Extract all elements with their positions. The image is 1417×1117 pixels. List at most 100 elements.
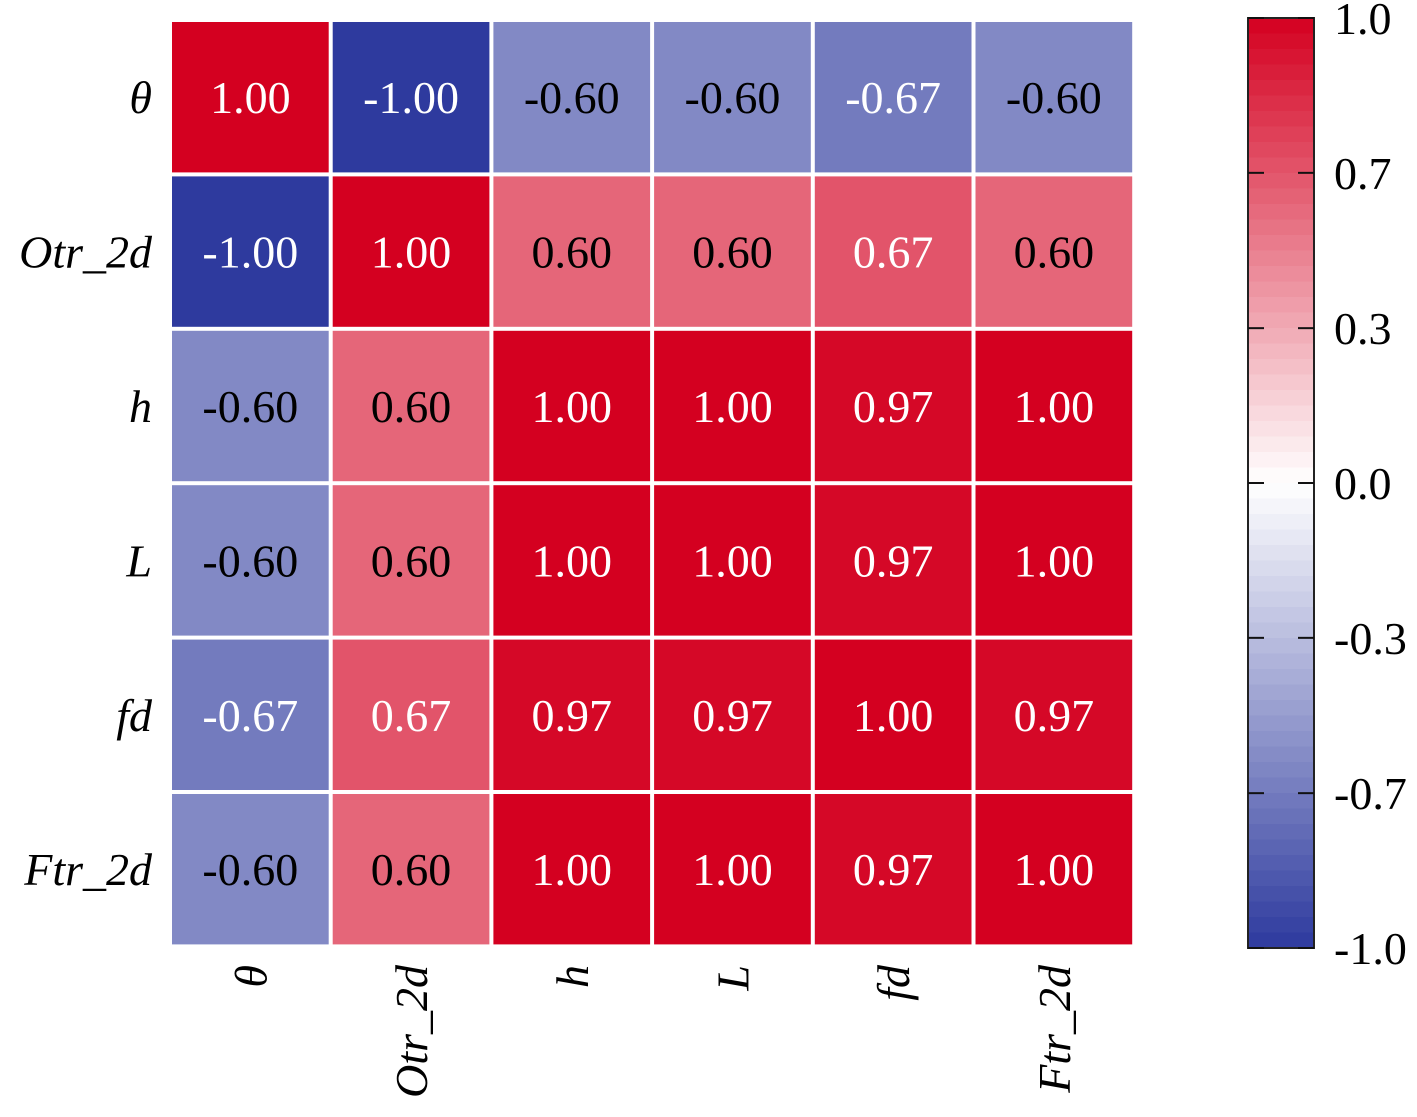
colorbar-segment bbox=[1248, 886, 1314, 903]
colorbar-segment bbox=[1248, 824, 1314, 841]
cell-value-label: -0.60 bbox=[202, 844, 298, 895]
row-label: h bbox=[129, 381, 152, 432]
colorbar-segment bbox=[1248, 111, 1314, 128]
colorbar-segment bbox=[1248, 591, 1314, 608]
cell-value-label: 0.97 bbox=[853, 535, 934, 586]
cell-value-label: 1.00 bbox=[532, 844, 613, 895]
heatmap-cell bbox=[975, 639, 1133, 790]
colorbar-segment bbox=[1248, 901, 1314, 918]
colorbar-segment bbox=[1248, 638, 1314, 655]
heatmap-cell bbox=[332, 794, 490, 945]
cell-value-label: 1.00 bbox=[210, 72, 291, 123]
cell-value-label: 1.00 bbox=[532, 535, 613, 586]
colorbar-segment bbox=[1248, 762, 1314, 779]
colorbar-segment bbox=[1248, 235, 1314, 252]
heatmap-cell bbox=[493, 639, 651, 790]
cell-value-label: 0.97 bbox=[692, 690, 773, 741]
heatmap-cell bbox=[332, 330, 490, 482]
heatmap-cell bbox=[332, 22, 490, 173]
cell-value-label: 0.97 bbox=[853, 381, 934, 432]
colorbar-tick-label: -0.7 bbox=[1334, 768, 1407, 819]
heatmap-cell bbox=[493, 330, 651, 482]
cell-value-label: 0.67 bbox=[371, 690, 452, 741]
colorbar-segment bbox=[1248, 142, 1314, 159]
cell-value-label: 1.00 bbox=[692, 381, 773, 432]
colorbar-segment bbox=[1248, 483, 1314, 500]
colorbar-segment bbox=[1248, 669, 1314, 686]
colorbar-segment bbox=[1248, 514, 1314, 531]
colorbar-segment bbox=[1248, 839, 1314, 856]
colorbar-segment bbox=[1248, 653, 1314, 670]
colorbar-segment bbox=[1248, 157, 1314, 174]
colorbar-segment bbox=[1248, 374, 1314, 391]
colorbar-tick-label: 0.0 bbox=[1334, 458, 1392, 509]
colorbar-tick-label: 0.3 bbox=[1334, 303, 1392, 354]
heatmap-cell bbox=[654, 22, 811, 173]
heatmap-cell bbox=[172, 794, 329, 945]
heatmap-cell bbox=[332, 176, 490, 327]
heatmap-cell bbox=[654, 485, 811, 636]
colorbar-segment bbox=[1248, 80, 1314, 97]
colorbar-segment bbox=[1248, 700, 1314, 717]
cell-value-label: -1.00 bbox=[363, 72, 459, 123]
column-label: h bbox=[547, 965, 598, 988]
colorbar-segment bbox=[1248, 173, 1314, 190]
cell-value-label: 1.00 bbox=[1014, 381, 1095, 432]
colorbar-segment bbox=[1248, 328, 1314, 345]
cell-value-label: -0.60 bbox=[1006, 72, 1102, 123]
heatmap-cell bbox=[172, 639, 329, 790]
heatmap-cell bbox=[814, 176, 972, 327]
colorbar-tick-label: 0.7 bbox=[1334, 148, 1392, 199]
colorbar-segment bbox=[1248, 33, 1314, 50]
colorbar-segment bbox=[1248, 622, 1314, 639]
colorbar-segment bbox=[1248, 855, 1314, 872]
cell-value-label: 0.67 bbox=[853, 227, 934, 278]
colorbar-tick-label: -1.0 bbox=[1334, 923, 1407, 974]
column-label: fd bbox=[868, 964, 919, 1001]
row-label: L bbox=[125, 535, 152, 586]
heatmap-cell bbox=[814, 794, 972, 945]
colorbar-segment bbox=[1248, 390, 1314, 407]
cell-value-label: 0.60 bbox=[692, 227, 773, 278]
colorbar-segment bbox=[1248, 219, 1314, 236]
cell-value-label: 1.00 bbox=[853, 690, 934, 741]
cell-value-label: 1.00 bbox=[371, 227, 452, 278]
cell-value-label: 0.60 bbox=[371, 535, 452, 586]
cell-value-label: 0.60 bbox=[371, 844, 452, 895]
heatmap-cell bbox=[654, 176, 811, 327]
heatmap-cell bbox=[493, 22, 651, 173]
heatmap-cell bbox=[975, 794, 1133, 945]
colorbar-segment bbox=[1248, 266, 1314, 283]
heatmap-cell bbox=[814, 330, 972, 482]
heatmap-cell bbox=[975, 176, 1133, 327]
colorbar-segment bbox=[1248, 204, 1314, 221]
colorbar-segment bbox=[1248, 436, 1314, 453]
heatmap-cell bbox=[814, 22, 972, 173]
colorbar-segment bbox=[1248, 467, 1314, 484]
colorbar-segment bbox=[1248, 932, 1314, 949]
heatmap-cell bbox=[493, 794, 651, 945]
cell-value-label: 1.00 bbox=[692, 844, 773, 895]
colorbar-segment bbox=[1248, 576, 1314, 593]
colorbar-segment bbox=[1248, 545, 1314, 562]
cell-value-label: 1.00 bbox=[1014, 844, 1095, 895]
column-label: θ bbox=[225, 965, 276, 988]
cell-value-label: -0.67 bbox=[845, 72, 941, 123]
colorbar-segment bbox=[1248, 126, 1314, 143]
colorbar-segment bbox=[1248, 731, 1314, 748]
row-label: fd bbox=[116, 690, 153, 741]
heatmap-cell bbox=[493, 485, 651, 636]
cell-value-label: -0.67 bbox=[202, 690, 298, 741]
colorbar-segment bbox=[1248, 684, 1314, 701]
cell-value-label: 0.97 bbox=[1014, 690, 1095, 741]
cell-value-label: 0.60 bbox=[1014, 227, 1095, 278]
colorbar-segment bbox=[1248, 359, 1314, 376]
heatmap-cell bbox=[975, 22, 1133, 173]
cell-value-label: 1.00 bbox=[692, 535, 773, 586]
cell-value-label: 0.60 bbox=[532, 227, 613, 278]
row-label: θ bbox=[129, 72, 152, 123]
cell-value-label: -0.60 bbox=[685, 72, 781, 123]
colorbar-segment bbox=[1248, 452, 1314, 469]
colorbar-segment bbox=[1248, 343, 1314, 360]
